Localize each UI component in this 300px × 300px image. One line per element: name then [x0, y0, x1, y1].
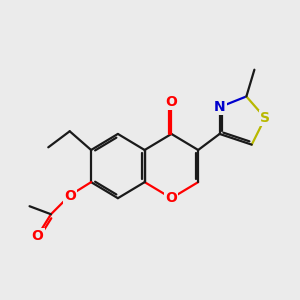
Text: O: O: [32, 229, 44, 243]
Text: N: N: [214, 100, 225, 114]
Text: O: O: [166, 191, 177, 205]
Text: S: S: [260, 111, 270, 125]
Text: O: O: [166, 95, 177, 109]
Text: O: O: [64, 188, 76, 203]
